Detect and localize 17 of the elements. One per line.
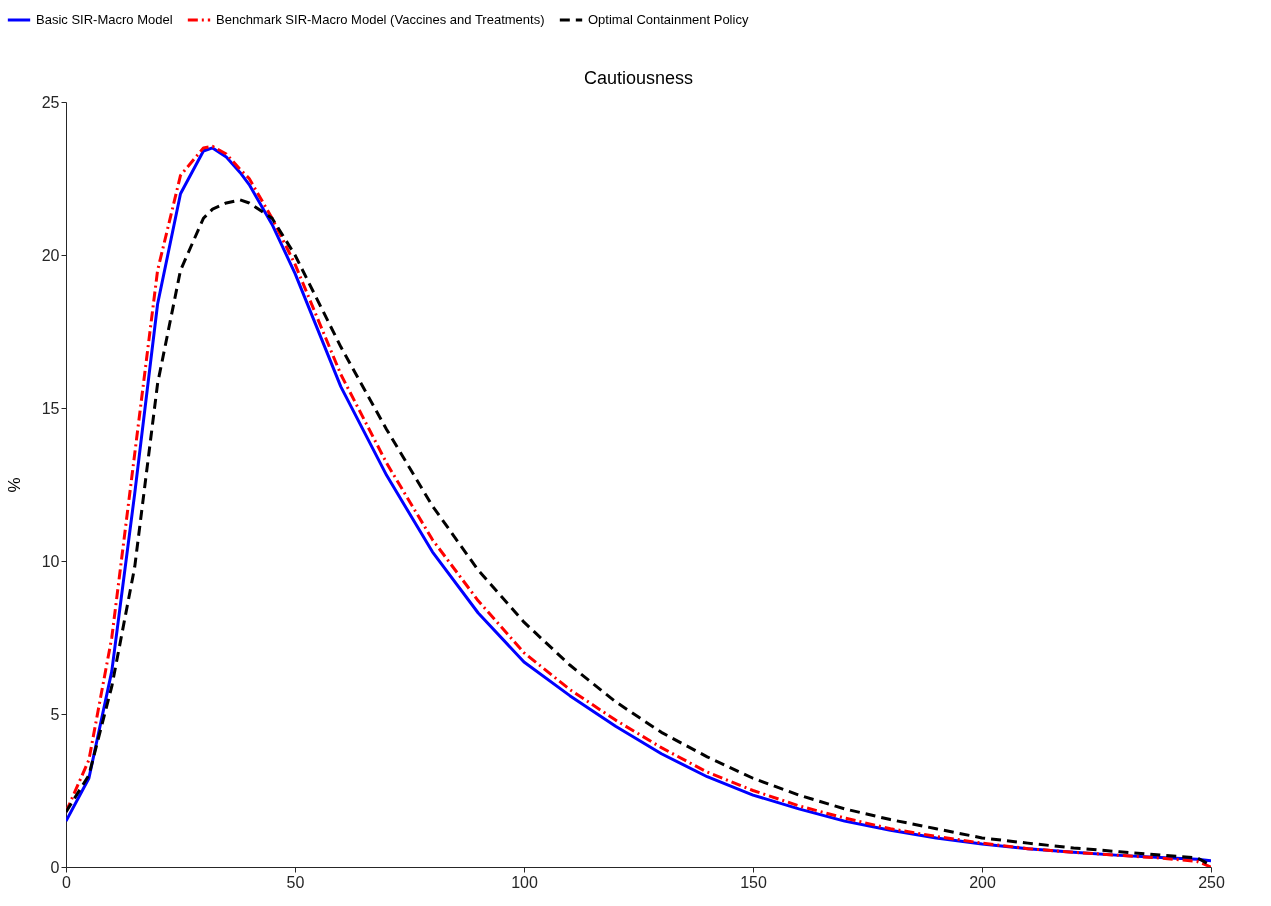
x-tick-label: 250	[1198, 873, 1225, 891]
x-tick-label: 150	[740, 873, 767, 891]
y-axis-title: %	[4, 477, 24, 493]
legend-label: Benchmark SIR-Macro Model (Vaccines and Treatments)	[216, 12, 545, 27]
x-tick-label: 100	[511, 873, 538, 891]
x-tick-label: 200	[969, 873, 996, 891]
y-tick-label: 0	[50, 858, 60, 876]
x-tick-label: 50	[286, 873, 305, 891]
x-tick-label: 0	[62, 873, 72, 891]
y-tick-label: 20	[41, 246, 60, 264]
y-tick-label: 5	[50, 705, 60, 723]
legend-label: Basic SIR-Macro Model	[36, 12, 173, 27]
y-tick-label: 25	[41, 93, 60, 111]
legend-label: Optimal Containment Policy	[588, 12, 749, 27]
y-tick-label: 10	[41, 552, 60, 570]
y-tick-label: 15	[41, 399, 60, 417]
chart-title: Cautiousness	[583, 68, 694, 88]
